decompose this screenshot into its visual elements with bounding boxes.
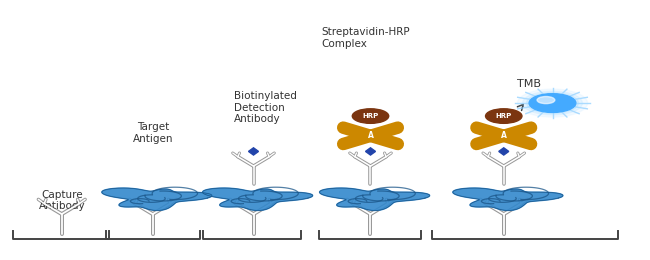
Text: Biotinylated
Detection
Antibody: Biotinylated Detection Antibody (234, 91, 297, 124)
Polygon shape (499, 148, 509, 155)
Text: HRP: HRP (362, 113, 378, 119)
Text: Streptavidin-HRP
Complex: Streptavidin-HRP Complex (322, 27, 410, 49)
Circle shape (517, 89, 588, 117)
Polygon shape (320, 188, 430, 211)
Circle shape (526, 93, 578, 113)
Text: A: A (500, 131, 507, 140)
Polygon shape (102, 188, 212, 211)
Text: HRP: HRP (495, 113, 512, 119)
Polygon shape (248, 148, 259, 155)
Text: TMB: TMB (517, 79, 541, 89)
Circle shape (352, 109, 389, 123)
Circle shape (486, 109, 522, 123)
Circle shape (537, 96, 555, 104)
Polygon shape (365, 148, 376, 155)
Polygon shape (453, 188, 563, 211)
Circle shape (529, 94, 576, 112)
Text: A: A (367, 131, 374, 140)
Text: Target
Antigen: Target Antigen (133, 122, 173, 144)
Polygon shape (203, 188, 313, 211)
Circle shape (523, 91, 582, 115)
Text: Capture
Antibody: Capture Antibody (38, 190, 85, 211)
